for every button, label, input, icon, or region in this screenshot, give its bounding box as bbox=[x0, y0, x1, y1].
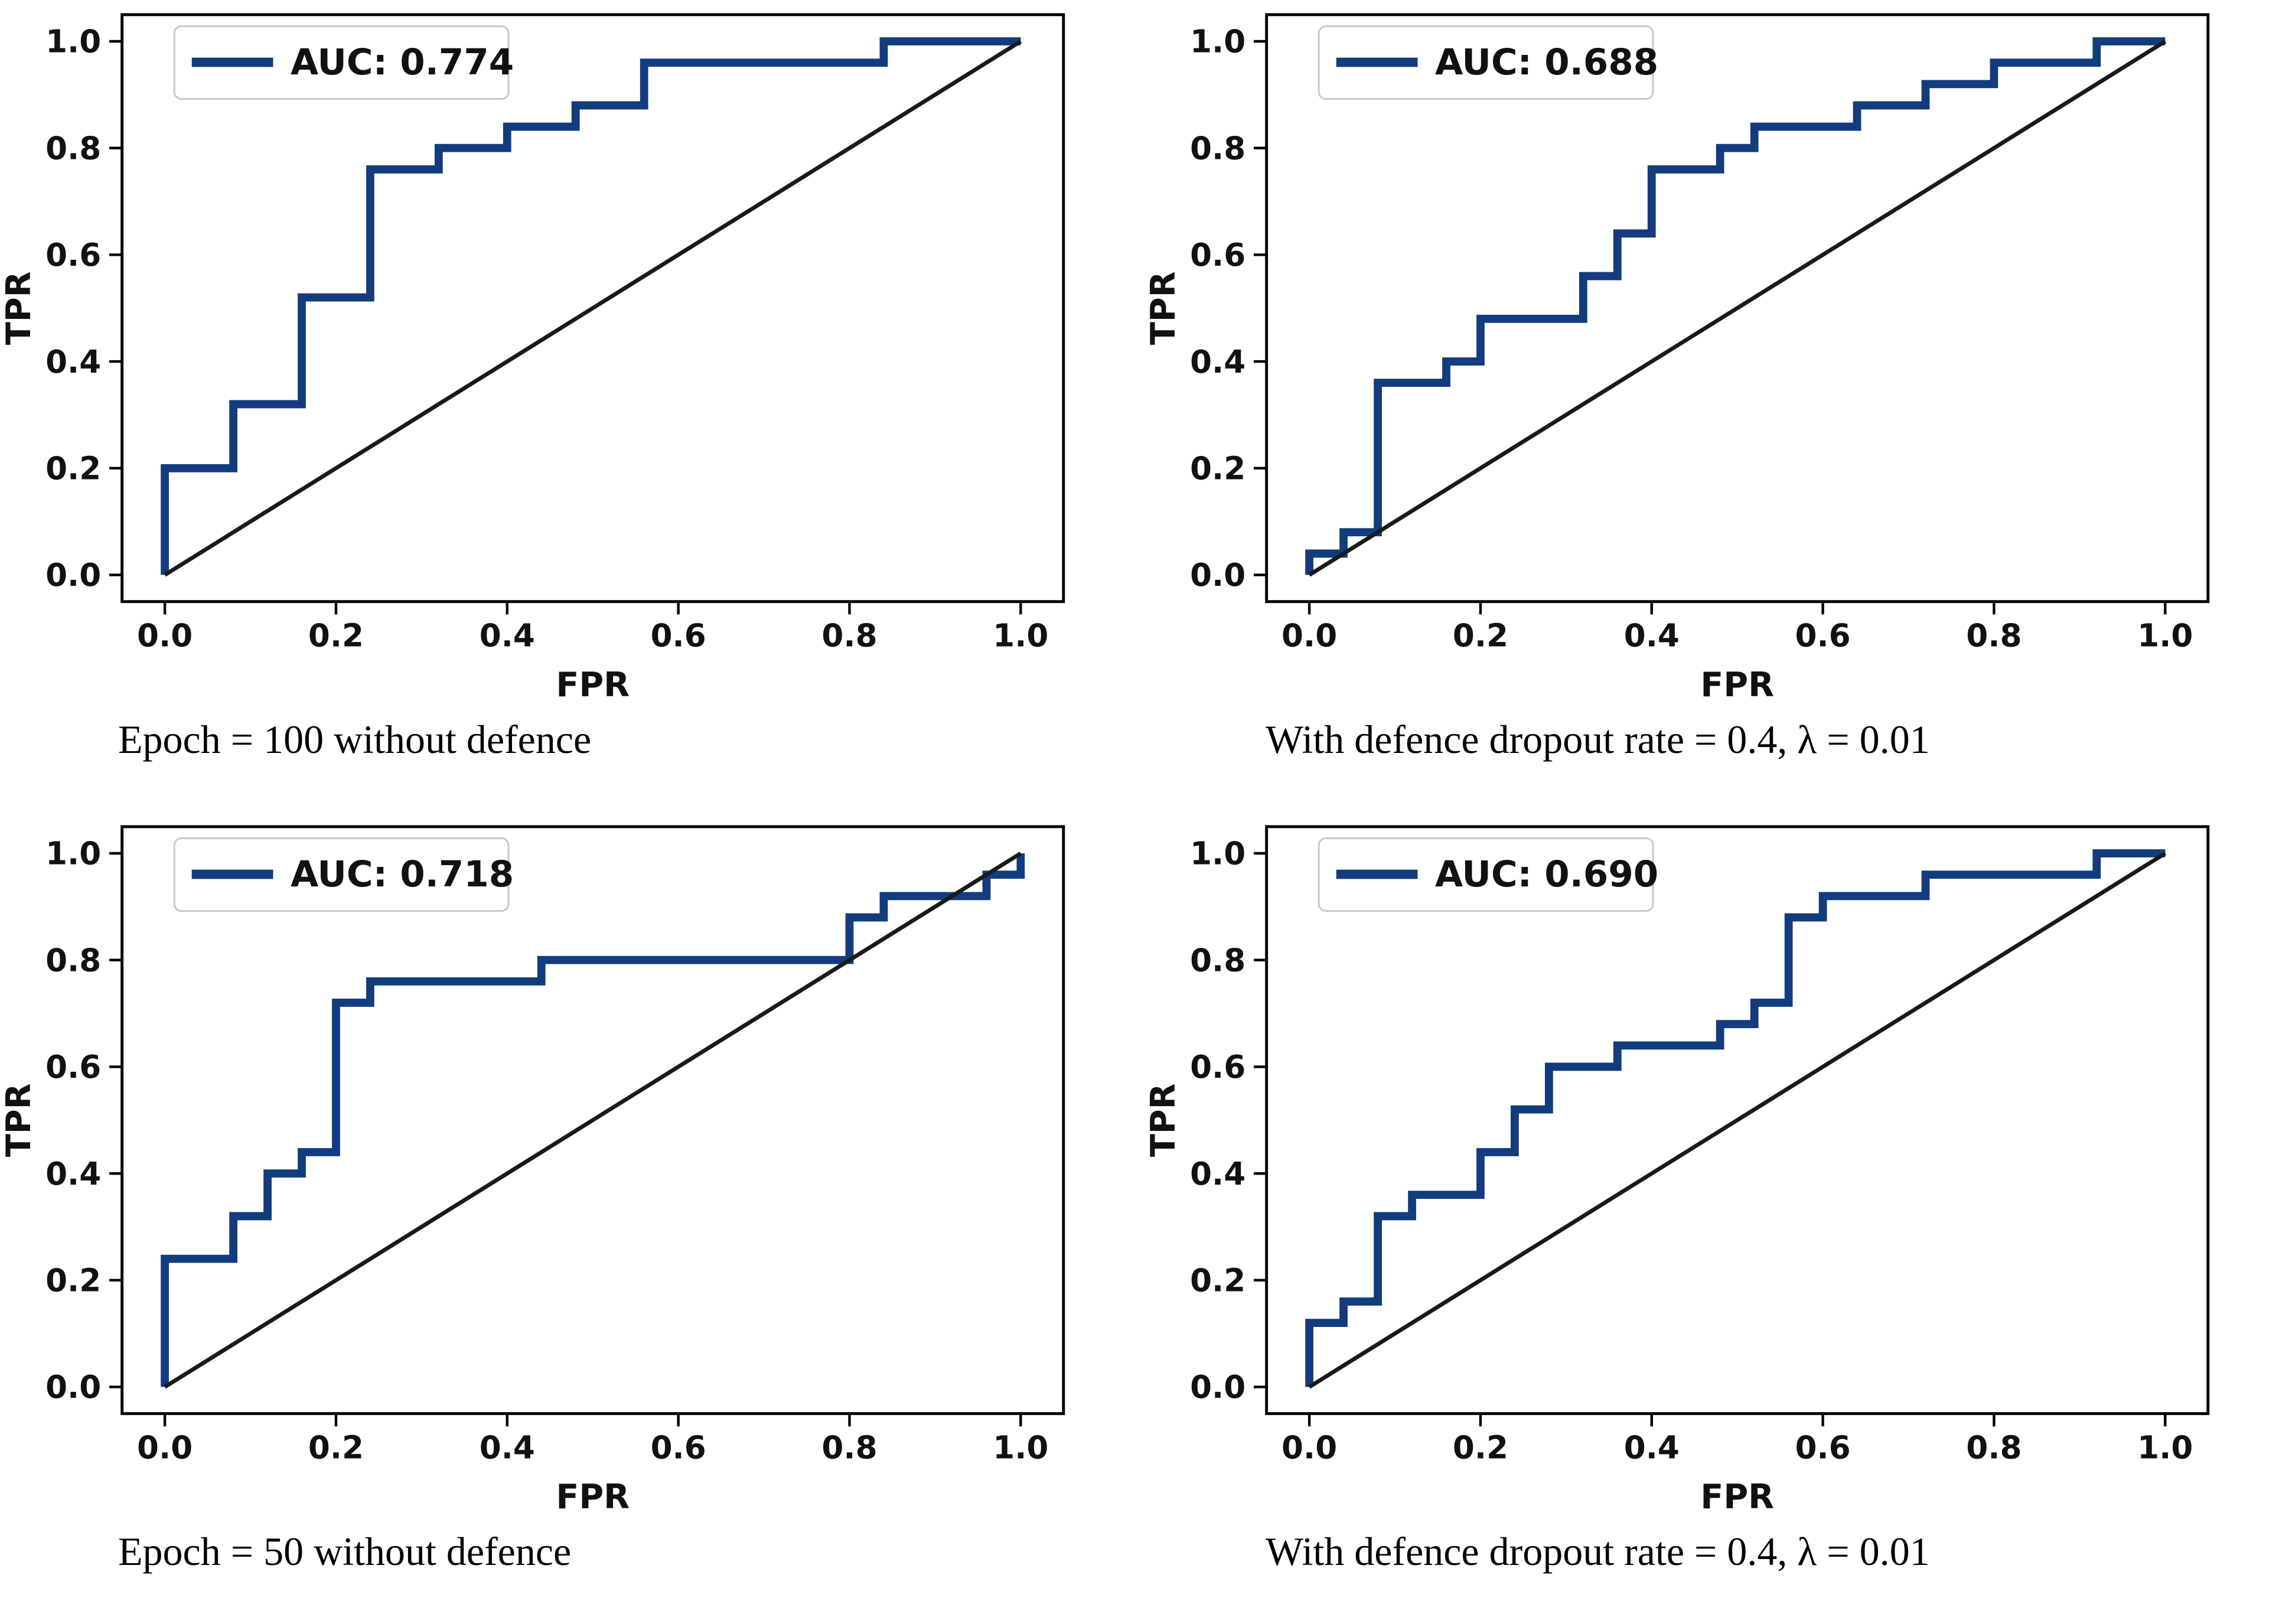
x-tick-label: 0.2 bbox=[308, 617, 364, 654]
y-tick-label: 0.2 bbox=[1190, 1263, 1245, 1299]
y-axis-label: TPR bbox=[1144, 271, 1183, 345]
y-tick-label: 0.8 bbox=[45, 942, 101, 979]
plot-caption: Epoch = 50 without defence bbox=[118, 1529, 572, 1574]
y-axis-label: TPR bbox=[0, 271, 38, 345]
y-tick-label: 0.0 bbox=[1190, 557, 1245, 593]
x-tick-label: 0.4 bbox=[480, 1429, 535, 1466]
roc-curve bbox=[1305, 849, 2166, 1387]
x-tick-label: 0.0 bbox=[1282, 1429, 1337, 1466]
y-tick-label: 1.0 bbox=[45, 836, 101, 872]
axes-box bbox=[120, 825, 1065, 1416]
y-tick-label: 0.8 bbox=[1190, 942, 1245, 979]
x-tick-label: 0.6 bbox=[651, 617, 706, 654]
roc-curve bbox=[1305, 37, 2166, 575]
legend-label: AUC: 0.688 bbox=[1435, 41, 1658, 83]
y-tick-label: 0.4 bbox=[1190, 344, 1245, 380]
axes-box bbox=[120, 13, 1065, 604]
x-tick-label: 0.8 bbox=[821, 617, 877, 654]
x-tick-label: 0.8 bbox=[1966, 1429, 2021, 1466]
y-tick-label: 0.4 bbox=[45, 1156, 101, 1192]
x-tick-label: 0.4 bbox=[1624, 617, 1680, 654]
y-tick-label: 1.0 bbox=[1190, 24, 1245, 60]
y-tick-label: 0.8 bbox=[1190, 130, 1245, 167]
plot-caption: With defence dropout rate = 0.4, λ = 0.0… bbox=[1266, 1529, 1930, 1574]
y-tick-label: 0.0 bbox=[45, 1369, 101, 1405]
legend-box bbox=[173, 837, 510, 912]
y-tick-label: 0.0 bbox=[1190, 1369, 1245, 1405]
x-tick-label: 0.8 bbox=[1966, 617, 2021, 654]
roc-plot-bottom-right: 0.0 0.2 0.4 0.6 0.8 1.0 0.0 0.2 0.4 0.6 0.8 1.0 FPR T… bbox=[1144, 812, 2289, 1624]
x-tick-label: 0.4 bbox=[1624, 1429, 1680, 1466]
x-tick-label: 0.2 bbox=[308, 1429, 364, 1466]
chance-diagonal bbox=[1308, 40, 2167, 577]
x-tick-label: 0.6 bbox=[1795, 1429, 1851, 1466]
x-tick-label: 0.6 bbox=[1795, 617, 1851, 654]
chance-diagonal bbox=[1308, 852, 2167, 1389]
roc-curve bbox=[161, 853, 1025, 1387]
y-tick-label: 0.6 bbox=[45, 1049, 101, 1085]
x-tick-label: 1.0 bbox=[993, 617, 1048, 654]
y-tick-label: 0.0 bbox=[45, 557, 101, 593]
axes-box bbox=[1265, 825, 2210, 1416]
x-tick-label: 0.0 bbox=[137, 617, 193, 654]
y-tick-label: 0.4 bbox=[45, 344, 101, 380]
roc-chart-defence-2: 0.0 0.2 0.4 0.6 0.8 1.0 0.0 0.2 0.4 0.6 0.8 1.0 FPR T… bbox=[1144, 825, 2210, 1517]
y-tick-label: 0.2 bbox=[1190, 451, 1245, 487]
x-tick-label: 1.0 bbox=[2137, 617, 2193, 654]
roc-plot-top-left: 0.0 0.2 0.4 0.6 0.8 1.0 0.0 0.2 0.4 0.6 0.8 1.0 FPR T… bbox=[0, 0, 1144, 812]
legend-label: AUC: 0.690 bbox=[1435, 853, 1658, 895]
x-axis-label: FPR bbox=[556, 666, 630, 705]
roc-chart-defence-1: 0.0 0.2 0.4 0.6 0.8 1.0 0.0 0.2 0.4 0.6 0.8 1.0 FPR T… bbox=[1144, 13, 2210, 705]
x-tick-label: 0.6 bbox=[651, 1429, 706, 1466]
y-tick-label: 1.0 bbox=[45, 24, 101, 60]
x-tick-label: 0.4 bbox=[480, 617, 535, 654]
y-tick-label: 0.4 bbox=[1190, 1156, 1245, 1192]
x-tick-label: 0.8 bbox=[821, 1429, 877, 1466]
legend-box bbox=[1318, 25, 1654, 100]
x-tick-label: 1.0 bbox=[2137, 1429, 2193, 1466]
roc-curve bbox=[161, 37, 1021, 575]
y-axis-label: TPR bbox=[0, 1083, 38, 1157]
y-axis-label: TPR bbox=[1144, 1083, 1183, 1157]
y-tick-label: 1.0 bbox=[1190, 836, 1245, 872]
x-axis-label: FPR bbox=[556, 1478, 630, 1517]
x-axis-label: FPR bbox=[1700, 666, 1774, 705]
y-tick-label: 0.6 bbox=[1190, 1049, 1245, 1085]
roc-plot-top-right: 0.0 0.2 0.4 0.6 0.8 1.0 0.0 0.2 0.4 0.6 0.8 1.0 FPR T… bbox=[1144, 0, 2289, 812]
chance-diagonal bbox=[164, 40, 1022, 577]
axes-box bbox=[1265, 13, 2210, 604]
legend-box bbox=[173, 25, 510, 100]
x-tick-label: 1.0 bbox=[993, 1429, 1048, 1466]
plot-caption: With defence dropout rate = 0.4, λ = 0.0… bbox=[1266, 717, 1930, 762]
plot-caption: Epoch = 100 without defence bbox=[118, 717, 592, 762]
x-tick-label: 0.2 bbox=[1453, 1429, 1508, 1466]
legend-box bbox=[1318, 837, 1654, 912]
legend-label: AUC: 0.774 bbox=[291, 41, 514, 83]
y-tick-label: 0.2 bbox=[45, 1263, 101, 1299]
legend-label: AUC: 0.718 bbox=[291, 853, 514, 895]
x-axis-label: FPR bbox=[1700, 1478, 1774, 1517]
x-tick-label: 0.0 bbox=[137, 1429, 193, 1466]
y-tick-label: 0.8 bbox=[45, 130, 101, 167]
chance-diagonal bbox=[164, 852, 1022, 1389]
y-tick-label: 0.6 bbox=[1190, 237, 1245, 273]
x-tick-label: 0.0 bbox=[1282, 617, 1337, 654]
roc-plot-bottom-left: 0.0 0.2 0.4 0.6 0.8 1.0 0.0 0.2 0.4 0.6 0.8 1.0 FPR T… bbox=[0, 812, 1144, 1624]
roc-chart-epoch-100: 0.0 0.2 0.4 0.6 0.8 1.0 0.0 0.2 0.4 0.6 0.8 1.0 FPR T… bbox=[0, 13, 1065, 705]
y-tick-label: 0.2 bbox=[45, 451, 101, 487]
y-tick-label: 0.6 bbox=[45, 237, 101, 273]
roc-chart-epoch-50: 0.0 0.2 0.4 0.6 0.8 1.0 0.0 0.2 0.4 0.6 0.8 1.0 FPR T… bbox=[0, 825, 1065, 1517]
x-tick-label: 0.2 bbox=[1453, 617, 1508, 654]
